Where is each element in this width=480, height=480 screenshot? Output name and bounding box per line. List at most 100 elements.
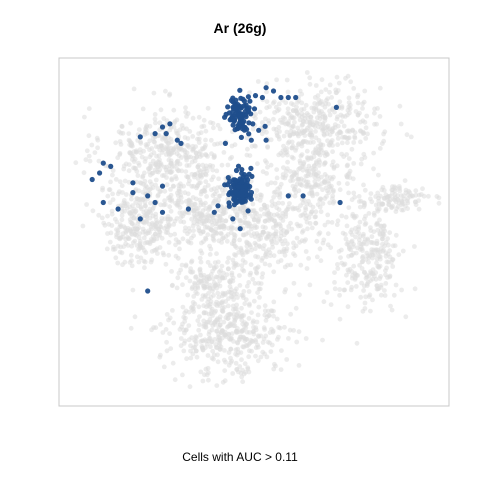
background-cell — [80, 223, 86, 229]
background-cell — [193, 150, 199, 156]
background-cell — [197, 314, 202, 319]
background-cell — [325, 96, 330, 101]
background-cell — [276, 334, 281, 340]
background-cell — [183, 262, 189, 268]
background-cell — [360, 106, 365, 111]
plot-frame — [58, 57, 450, 407]
background-cell — [229, 143, 235, 149]
background-cell — [274, 167, 280, 173]
background-cell — [257, 233, 262, 238]
background-cell — [132, 228, 138, 234]
background-cell — [369, 247, 375, 253]
background-cell — [313, 129, 318, 134]
background-cell — [118, 224, 124, 229]
background-cell — [256, 280, 262, 286]
background-cell — [300, 167, 306, 173]
chart-title: Ar (26g) — [213, 20, 267, 36]
background-cell — [352, 135, 358, 141]
background-cell — [285, 166, 290, 172]
background-cell — [289, 145, 295, 151]
background-cell — [386, 242, 391, 248]
background-cell — [211, 198, 217, 204]
background-cell — [213, 342, 219, 347]
background-cell — [148, 152, 154, 158]
background-cell — [142, 203, 148, 209]
background-cell — [204, 372, 210, 378]
background-cell — [269, 308, 274, 313]
background-cell — [171, 184, 177, 189]
background-cell — [297, 158, 303, 164]
background-cell — [384, 265, 389, 271]
background-cell — [107, 187, 113, 193]
background-cell — [290, 206, 296, 212]
highlighted-cell — [239, 170, 245, 176]
background-cell — [109, 211, 115, 217]
background-cell — [137, 238, 143, 244]
background-cell — [255, 312, 261, 318]
background-cell — [127, 142, 133, 148]
background-cell — [212, 260, 218, 265]
background-cell — [383, 272, 388, 278]
background-cell — [284, 228, 290, 234]
background-cell — [281, 133, 287, 139]
background-cell — [295, 177, 300, 182]
background-cell — [187, 129, 193, 134]
background-cell — [115, 230, 121, 236]
background-cell — [178, 219, 184, 224]
background-cell — [308, 128, 314, 133]
background-cell — [214, 299, 220, 305]
background-cell — [282, 289, 288, 295]
background-cell — [137, 180, 143, 186]
highlighted-cell — [232, 116, 238, 122]
background-cell — [237, 205, 243, 211]
background-cell — [307, 81, 313, 87]
background-cell — [307, 75, 313, 81]
background-cell — [288, 178, 293, 184]
background-cell — [175, 201, 181, 207]
background-cell — [335, 136, 341, 141]
background-cell — [240, 328, 245, 333]
background-cell — [120, 190, 125, 195]
background-cell — [390, 243, 396, 249]
background-cell — [300, 139, 306, 145]
background-cell — [161, 202, 167, 208]
highlighted-cell — [89, 176, 95, 183]
background-cell — [348, 79, 354, 85]
background-cell — [292, 119, 297, 125]
background-cell — [365, 131, 370, 137]
background-cell — [320, 337, 325, 343]
background-cell — [137, 200, 143, 206]
background-cell — [257, 295, 262, 300]
background-cell — [322, 179, 327, 185]
background-cell — [182, 228, 188, 234]
background-cell — [189, 216, 195, 222]
background-cell — [271, 194, 276, 200]
background-cell — [362, 300, 368, 306]
background-cell — [341, 154, 347, 160]
background-cell — [312, 101, 318, 106]
background-cell — [272, 180, 278, 186]
background-cell — [164, 182, 170, 188]
background-cell — [169, 198, 175, 204]
background-cell — [136, 127, 142, 132]
background-cell — [105, 231, 110, 236]
background-cell — [370, 271, 376, 277]
background-cell — [203, 179, 209, 185]
highlighted-cell — [163, 131, 169, 137]
background-cell — [216, 193, 222, 199]
background-cell — [322, 160, 328, 166]
highlighted-cell — [174, 137, 180, 143]
background-cell — [198, 332, 203, 338]
highlighted-cell — [293, 94, 299, 101]
background-cell — [117, 151, 123, 156]
background-cell — [299, 123, 305, 128]
background-cell — [383, 206, 389, 212]
background-cell — [333, 90, 339, 96]
background-cell — [303, 249, 309, 254]
background-cell — [255, 79, 261, 84]
background-cell — [96, 212, 102, 218]
background-cell — [207, 304, 213, 310]
background-cell — [274, 175, 280, 181]
background-cell — [190, 143, 196, 149]
background-cell — [119, 213, 125, 218]
